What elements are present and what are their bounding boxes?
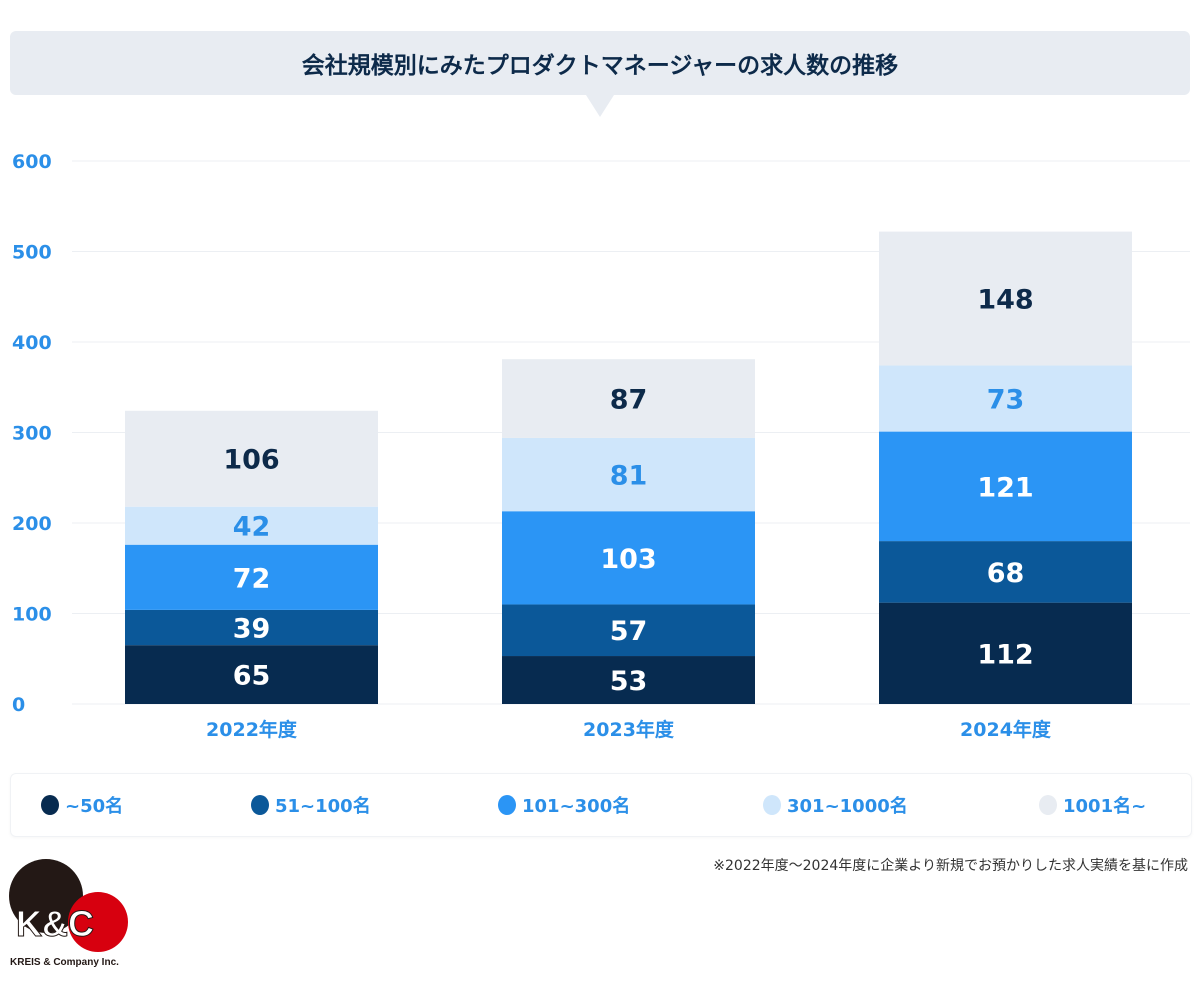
company-logo: K&C KREIS & Company Inc. [8, 858, 128, 972]
data-label: 106 [223, 445, 279, 476]
bar-segment [125, 410, 378, 507]
y-tick-label: 600 [12, 151, 52, 173]
data-label: 39 [233, 614, 271, 645]
legend-label: 1001名~ [1063, 796, 1147, 817]
legend-item: ~50名 [41, 792, 123, 818]
y-tick-label: 400 [12, 332, 52, 354]
x-tick-label: 2024年度 [960, 718, 1052, 741]
data-label: 65 [233, 661, 271, 692]
legend-label: 101~300名 [522, 796, 631, 817]
legend-swatch [251, 795, 269, 815]
bar-segment [879, 541, 1132, 603]
legend-label: ~50名 [65, 796, 124, 817]
bar-segment [879, 231, 1132, 366]
title-pointer [586, 95, 614, 117]
y-tick-label: 0 [12, 694, 25, 716]
legend-label: 51~100名 [275, 796, 371, 817]
data-label: 73 [987, 385, 1025, 416]
legend: ~50名 51~100名 101~300名 301~1000名 1001名~ [10, 773, 1192, 837]
svg-text:KREIS & Company Inc.: KREIS & Company Inc. [10, 957, 119, 968]
legend-item: 101~300名 [498, 792, 630, 818]
chart-title-box: 会社規模別にみたプロダクトマネージャーの求人数の推移 [10, 31, 1190, 95]
stacked-bar-chart: 0 100 200 300 400 500 600 65 39 72 42 106 2022年度 53 57… [12, 151, 1190, 741]
data-label: 72 [233, 563, 271, 594]
y-tick-label: 300 [12, 423, 52, 445]
legend-swatch [763, 795, 781, 815]
bar-segment [879, 602, 1132, 704]
legend-item: 1001名~ [1039, 792, 1146, 818]
data-label: 148 [977, 285, 1033, 316]
data-label: 68 [987, 558, 1025, 589]
x-tick-label: 2023年度 [583, 718, 675, 741]
data-label: 42 [233, 512, 271, 543]
bar-segment [502, 604, 755, 657]
bar-segment [125, 544, 378, 610]
data-label: 121 [977, 472, 1033, 503]
legend-swatch [498, 795, 516, 815]
data-label: 112 [977, 639, 1033, 670]
y-tick-label: 500 [12, 242, 52, 264]
legend-item: 301~1000名 [763, 792, 908, 818]
data-label: 87 [610, 385, 648, 416]
data-label: 53 [610, 666, 648, 697]
svg-text:K&C: K&C [16, 903, 94, 944]
legend-item: 51~100名 [251, 792, 371, 818]
bar-segment [502, 511, 755, 605]
y-tick-label: 100 [12, 604, 52, 626]
data-label: 81 [610, 461, 648, 492]
bar-segment [879, 365, 1132, 432]
x-tick-label: 2022年度 [206, 718, 298, 741]
data-label: 57 [610, 616, 648, 647]
bar-segment [502, 359, 755, 438]
footnote: ※2022年度～2024年度に企業より新規でお預かりした求人実績を基に作成 [713, 858, 1188, 874]
y-tick-label: 200 [12, 513, 52, 535]
bar-segment [502, 437, 755, 512]
bar-segment [502, 656, 755, 704]
bar-segment [125, 609, 378, 646]
chart-title: 会社規模別にみたプロダクトマネージャーの求人数の推移 [301, 53, 899, 79]
legend-swatch [41, 795, 59, 815]
bar-segment [125, 506, 378, 545]
legend-label: 301~1000名 [787, 796, 908, 817]
data-label: 103 [600, 544, 656, 575]
bar-segment [879, 431, 1132, 542]
legend-swatch [1039, 795, 1057, 815]
bar-segment [125, 645, 378, 704]
